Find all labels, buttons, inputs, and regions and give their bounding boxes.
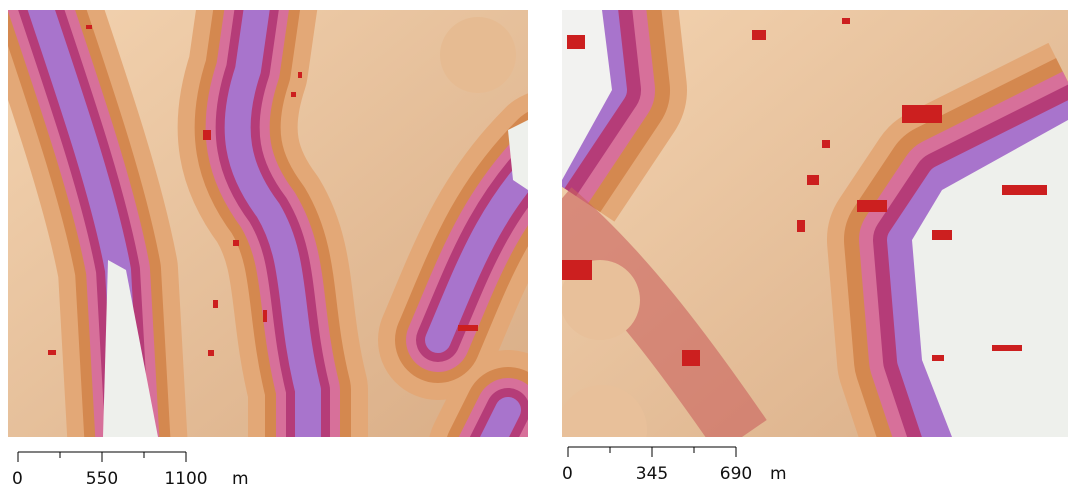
scale-unit: m [770,464,787,484]
scale-label: 550 [86,469,118,489]
scale-label: 0 [12,469,23,489]
scale-unit: m [232,469,249,489]
page: 0 550 1100 m 0 345 690 m [0,0,1072,490]
scale-bar-left [18,452,186,462]
scale-label: 690 [720,464,752,484]
map-left [8,0,548,450]
scale-label: 0 [562,464,573,484]
scale-label: 1100 [164,469,207,489]
scale-bar-right [568,447,736,457]
map-figure: 0 550 1100 m 0 345 690 m [0,0,1072,490]
map-right [552,0,1072,475]
scale-label: 345 [636,464,668,484]
